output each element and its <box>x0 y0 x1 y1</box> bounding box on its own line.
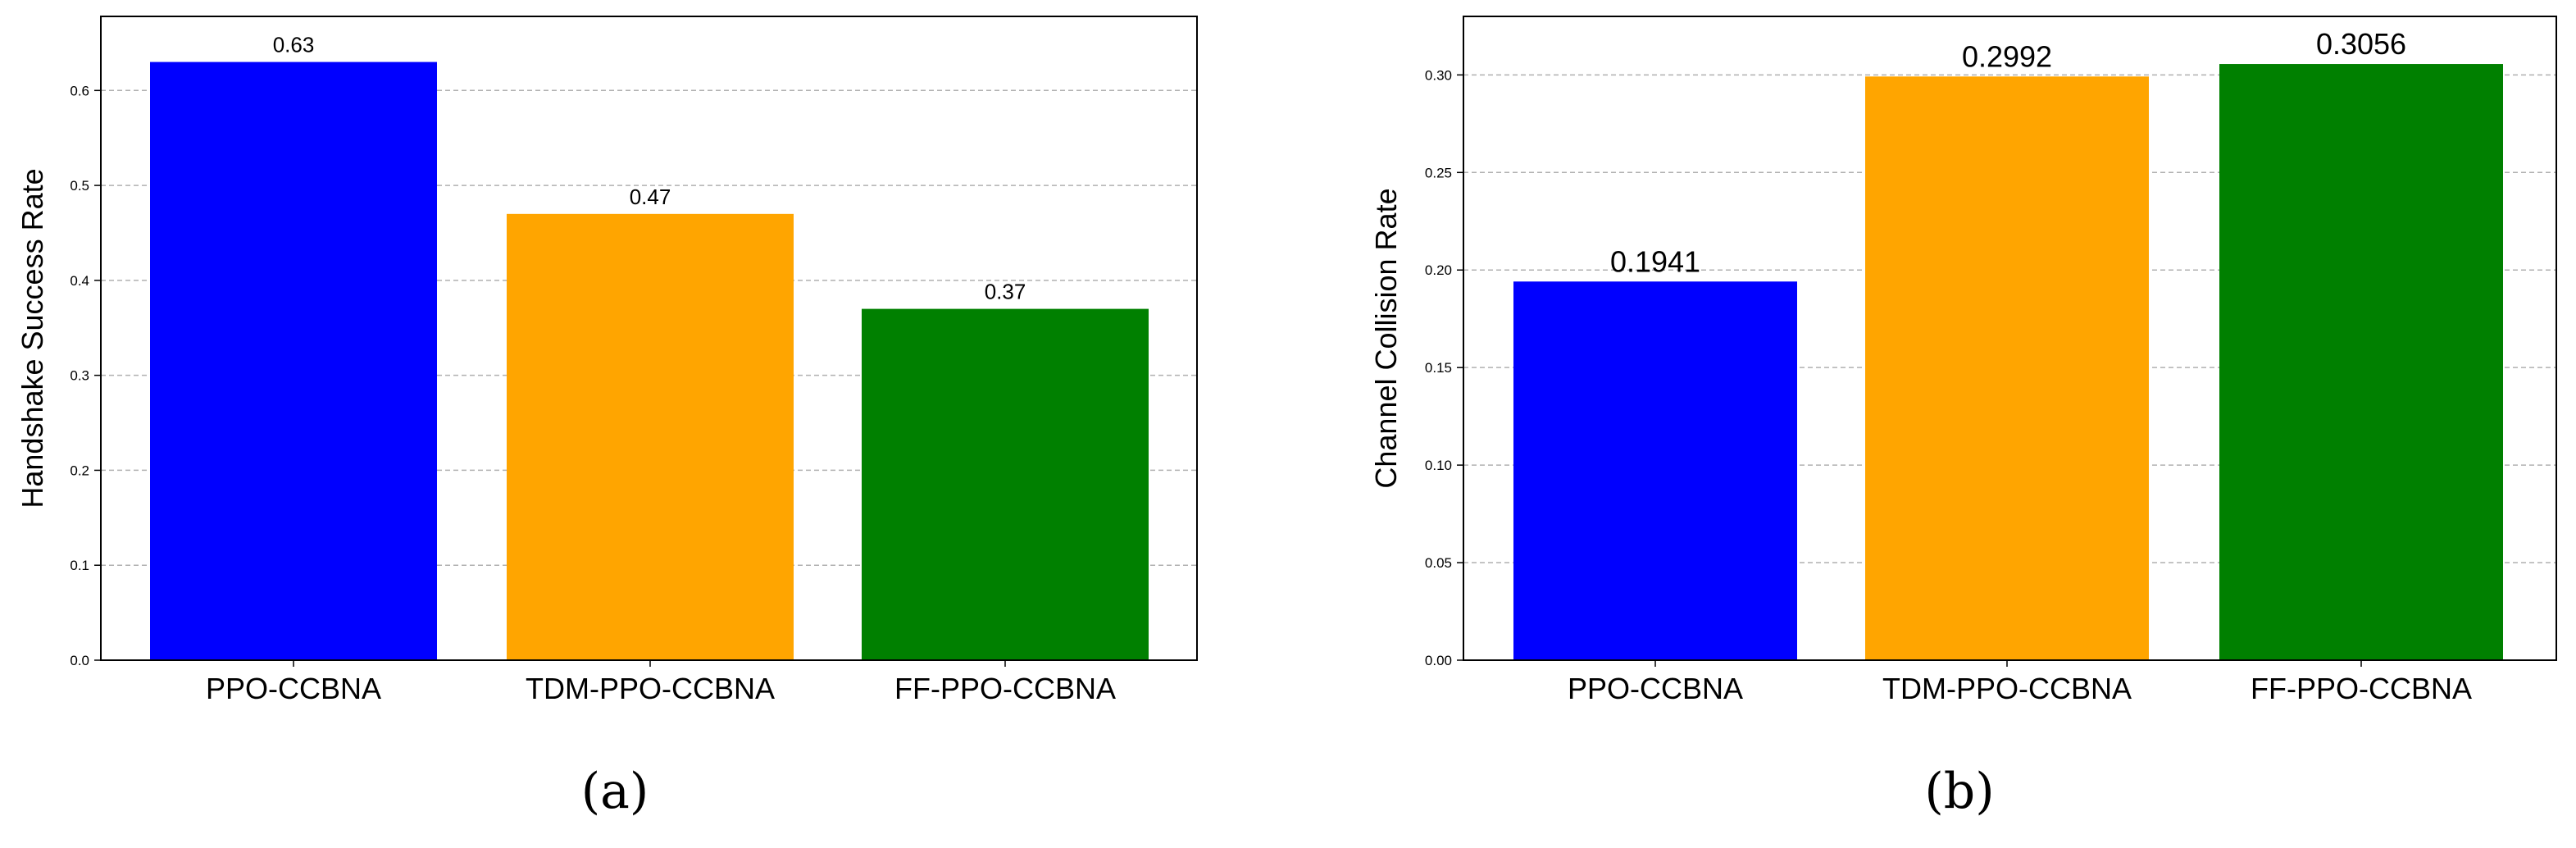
data-label: 0.47 <box>630 185 671 209</box>
y-tick-label: 0.3 <box>70 368 89 384</box>
panel-label: (b) <box>1924 763 1994 820</box>
y-tick-label: 0.0 <box>70 653 89 668</box>
plot-frame <box>100 16 1198 661</box>
y-axis-title: Handshake Success Rate <box>16 168 49 508</box>
bar-ff-ppo-ccbna <box>2219 64 2503 661</box>
y-tick-label: 0.25 <box>1425 165 1452 180</box>
x-tick-label: FF-PPO-CCBNA <box>894 672 1116 705</box>
y-axis-title: Channel Collision Rate <box>1369 188 1403 488</box>
bar-tdm-ppo-ccbna <box>1865 76 2149 661</box>
x-tick-label: PPO-CCBNA <box>1568 672 1743 705</box>
chart-handshake-success-rate: 0.0 0.1 0.2 0.3 0.4 0.5 0.6 0.63 0.47 0.37 PPO-CCB… <box>16 16 1198 820</box>
data-label: 0.3056 <box>2316 27 2406 61</box>
y-tick-label: 0.2 <box>70 463 89 478</box>
data-label: 0.37 <box>985 280 1026 304</box>
y-tick-label: 0.10 <box>1425 458 1452 473</box>
y-tick-label: 0.05 <box>1425 555 1452 571</box>
y-tick-label: 0.1 <box>70 558 89 573</box>
y-tick-label: 0.15 <box>1425 360 1452 376</box>
y-tick-label: 0.30 <box>1425 67 1452 83</box>
panel-label: (a) <box>581 763 649 820</box>
data-label: 0.1941 <box>1610 244 1700 278</box>
bar-ppo-ccbna <box>1513 281 1797 660</box>
x-tick-label: FF-PPO-CCBNA <box>2251 672 2472 705</box>
data-label: 0.2992 <box>1962 39 2052 73</box>
plot-frame <box>1463 16 2557 661</box>
chart-channel-collision-rate: 0.00 0.05 0.10 0.15 0.20 0.25 0.30 0.1941 0.2992… <box>1369 16 2557 820</box>
bar-ff-ppo-ccbna <box>862 308 1149 660</box>
y-tick-label: 0.4 <box>70 273 89 289</box>
data-label: 0.63 <box>273 33 315 57</box>
x-tick-label: TDM-PPO-CCBNA <box>1882 672 2132 705</box>
y-tick-label: 0.20 <box>1425 262 1452 278</box>
y-tick-label: 0.6 <box>70 83 89 98</box>
y-tick-label: 0.00 <box>1425 653 1452 668</box>
bar-ppo-ccbna <box>150 62 437 661</box>
bar-tdm-ppo-ccbna <box>507 213 794 661</box>
y-tick-label: 0.5 <box>70 178 89 194</box>
x-tick-label: TDM-PPO-CCBNA <box>526 672 775 705</box>
x-tick-label: PPO-CCBNA <box>206 672 381 705</box>
